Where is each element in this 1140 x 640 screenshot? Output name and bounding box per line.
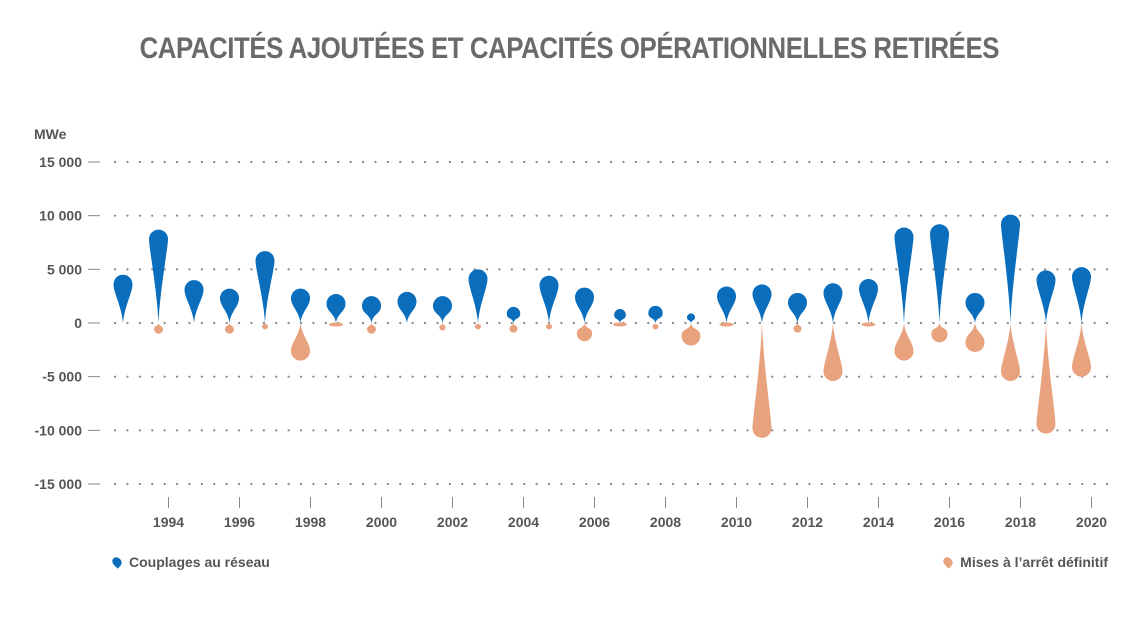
x-tick-label: 2008 [650,514,681,530]
couplage-mark [788,292,807,323]
arret-mark [329,322,343,327]
x-tick-label: 2018 [1005,514,1036,530]
arret-mark [509,323,518,333]
x-tick-label: 2000 [366,514,397,530]
x-tick-label: 2002 [437,514,468,530]
y-tick-label: 5 000 [47,261,82,277]
y-tick-label: 0 [74,315,82,331]
arret-mark [154,323,163,334]
arret-mark [1036,323,1056,434]
y-axis-unit-label: MWe [34,126,67,142]
couplage-mark [149,229,168,323]
legend-label-arret: Mises à l’arrêt définitif [960,554,1108,570]
arret-mark [439,323,446,331]
x-tick-label: 1998 [295,514,326,530]
couplage-mark [965,292,985,323]
couplage-mark [575,287,594,323]
y-tick-label: -10 000 [35,422,83,438]
arret-mark [823,323,843,381]
couplage-mark [717,286,736,323]
couplage-mark [686,313,696,323]
couplage-mark [1072,267,1091,323]
arret-mark [793,323,802,333]
couplage-mark [648,305,663,323]
arret-mark [262,323,268,330]
y-tick-label: -5 000 [42,369,82,385]
couplage-mark [614,309,626,323]
couplage-mark [220,288,239,323]
couplage-mark [397,291,417,323]
couplage-mark [113,274,133,323]
legend-item-couplages: Couplages au réseau [110,554,270,570]
couplage-mark [859,278,878,323]
arret-mark [576,323,593,342]
couplage-mark [752,284,772,323]
couplage-mark [539,275,559,323]
y-tick-label: 10 000 [39,208,82,224]
legend-swatch-couplages [110,555,124,569]
arret-mark [613,322,627,327]
arret-mark [1072,323,1091,377]
x-tick-label: 2004 [508,514,539,530]
chart-title: CAPACITÉS AJOUTÉES ET CAPACITÉS OPÉRATIO… [139,32,1000,65]
legend-item-arret: Mises à l’arrêt définitif [941,554,1108,570]
couplage-mark [326,294,346,323]
x-tick-label: 2012 [792,514,823,530]
arret-mark [931,323,948,343]
arret-mark [475,323,482,330]
couplage-mark [184,280,204,323]
x-tick-label: 2010 [721,514,752,530]
arret-mark [861,322,876,327]
couplage-mark [291,288,310,323]
couplage-mark [468,269,488,323]
couplage-mark [506,306,521,323]
x-tick-label: 1994 [153,514,184,530]
couplage-mark [930,224,949,323]
x-tick-label: 2016 [934,514,965,530]
arret-mark [225,323,234,334]
y-tick-label: -15 000 [35,476,83,492]
arret-mark [965,323,985,352]
arret-mark [546,323,552,330]
arret-mark [367,323,376,334]
couplage-mark [362,296,381,323]
x-tick-label: 2014 [863,514,894,530]
couplage-mark [433,296,452,323]
couplage-mark [255,251,275,323]
couplage-mark [894,227,914,323]
arret-mark [894,323,914,361]
arret-mark [719,322,734,327]
legend-label-couplages: Couplages au réseau [129,554,270,570]
couplage-mark [823,283,843,323]
couplage-mark [1036,270,1056,323]
y-tick-label: 15 000 [39,154,82,170]
arret-mark [752,323,772,438]
x-tick-label: 1996 [224,514,255,530]
couplage-mark [1001,214,1020,323]
arret-mark [652,323,659,330]
legend-swatch-arret [941,555,955,569]
x-tick-label: 2006 [579,514,610,530]
x-tick-label: 2020 [1076,514,1107,530]
arret-mark [291,323,310,361]
arret-mark [681,323,701,346]
arret-mark [1001,323,1020,381]
